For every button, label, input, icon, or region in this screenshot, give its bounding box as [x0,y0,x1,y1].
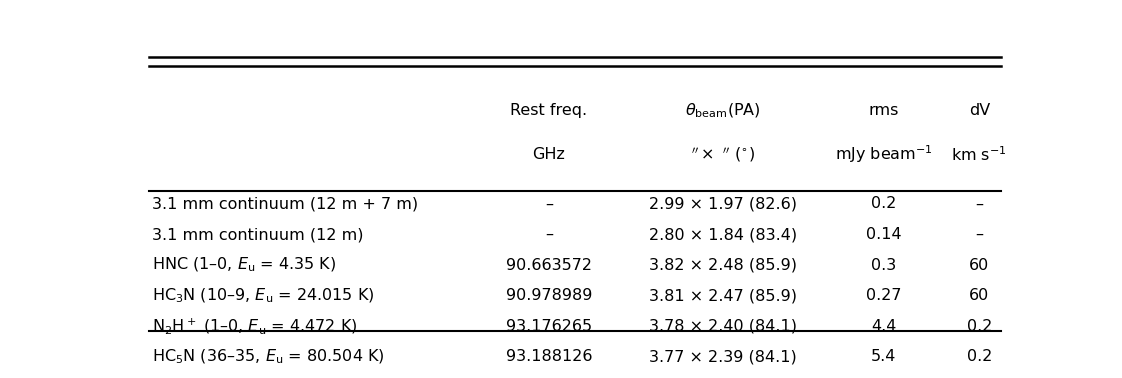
Text: 5.4: 5.4 [871,349,896,364]
Text: –: – [545,227,553,242]
Text: –: – [975,197,983,211]
Text: 0.2: 0.2 [871,197,896,211]
Text: HC$_3$N (10–9, $E_{\rm u}$ = 24.015 K): HC$_3$N (10–9, $E_{\rm u}$ = 24.015 K) [153,287,375,305]
Text: 3.1 mm continuum (12 m + 7 m): 3.1 mm continuum (12 m + 7 m) [153,197,419,211]
Text: rms: rms [868,103,899,118]
Text: Rest freq.: Rest freq. [511,103,588,118]
Text: dV: dV [968,103,990,118]
Text: km s$^{-1}$: km s$^{-1}$ [951,145,1008,164]
Text: 2.99 × 1.97 (82.6): 2.99 × 1.97 (82.6) [649,197,797,211]
Text: 90.978989: 90.978989 [506,288,592,303]
Text: 4.4: 4.4 [871,319,896,334]
Text: N$_2$H$^+$ (1–0, $E_{\rm u}$ = 4.472 K): N$_2$H$^+$ (1–0, $E_{\rm u}$ = 4.472 K) [153,316,358,336]
Text: 3.82 × 2.48 (85.9): 3.82 × 2.48 (85.9) [649,258,797,273]
Text: $^{\prime\prime} \times$ $^{\prime\prime}$ ($^{\circ}$): $^{\prime\prime} \times$ $^{\prime\prime… [691,145,755,164]
Text: 90.663572: 90.663572 [506,258,592,273]
Text: 3.1 mm continuum (12 m): 3.1 mm continuum (12 m) [153,227,364,242]
Text: GHz: GHz [533,147,565,162]
Text: $\theta_{\rm beam}$(PA): $\theta_{\rm beam}$(PA) [684,102,761,120]
Text: –: – [975,227,983,242]
Text: 0.3: 0.3 [871,258,896,273]
Text: HC$_5$N (36–35, $E_{\rm u}$ = 80.504 K): HC$_5$N (36–35, $E_{\rm u}$ = 80.504 K) [153,348,385,366]
Text: 3.77 × 2.39 (84.1): 3.77 × 2.39 (84.1) [649,349,797,364]
Text: 2.80 × 1.84 (83.4): 2.80 × 1.84 (83.4) [649,227,797,242]
Text: 60: 60 [969,288,990,303]
Text: –: – [545,197,553,211]
Text: 0.27: 0.27 [866,288,901,303]
Text: HNC (1–0, $E_{\rm u}$ = 4.35 K): HNC (1–0, $E_{\rm u}$ = 4.35 K) [153,256,337,274]
Text: 3.81 × 2.47 (85.9): 3.81 × 2.47 (85.9) [649,288,797,303]
Text: 93.176265: 93.176265 [506,319,592,334]
Text: 93.188126: 93.188126 [506,349,592,364]
Text: 0.2: 0.2 [967,319,992,334]
Text: 0.2: 0.2 [967,349,992,364]
Text: 60: 60 [969,258,990,273]
Text: mJy beam$^{-1}$: mJy beam$^{-1}$ [835,144,932,165]
Text: 3.78 × 2.40 (84.1): 3.78 × 2.40 (84.1) [649,319,797,334]
Text: 0.14: 0.14 [866,227,902,242]
